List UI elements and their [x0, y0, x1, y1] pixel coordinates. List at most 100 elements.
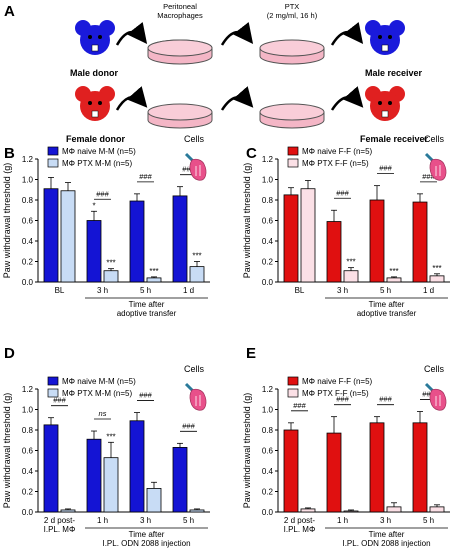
legend-swatch: [287, 388, 299, 398]
panel-e: E 0.0 0.2 0.4 0.6 0.8 1.0 1.2 Paw withdrawal thr…: [242, 345, 450, 548]
significance-label: ***: [149, 267, 158, 276]
comparison-label: ###: [182, 165, 195, 174]
x-tick-label-line: 3 h: [140, 516, 151, 525]
male-receiver-mouse-icon: [365, 20, 405, 55]
y-tick-label: 0.2: [22, 258, 34, 267]
significance-label: ***: [346, 258, 355, 267]
comparison-label: ns: [99, 409, 107, 418]
comparison-label: ###: [293, 401, 306, 410]
x-tick-label-line: 5 h: [183, 516, 194, 525]
petri-dish-icon: [147, 103, 213, 129]
arrow-icon: [115, 86, 148, 111]
x-tick-label: 1 h: [97, 516, 108, 525]
x-axis-label: adoptive transfer: [117, 309, 177, 318]
female-receiver-mouse-icon: [365, 86, 405, 121]
panel-a: A Male donor Peritoneal Macrophages PTX (2…: [4, 2, 429, 144]
x-tick-label: 3 h: [97, 286, 108, 295]
x-tick-label: 2 d post-I.PL. MΦ: [284, 516, 316, 534]
x-tick-label-line: I.PL. MΦ: [284, 525, 316, 534]
x-tick-label-line: BL: [55, 286, 65, 295]
legend-label: MΦ PTX M-M (n=5): [62, 389, 133, 398]
x-tick-label-line: 5 h: [380, 286, 391, 295]
bar: [300, 508, 316, 513]
comparison-label: ###: [336, 395, 349, 404]
bar: [326, 221, 342, 283]
x-tick-label-line: 3 h: [337, 286, 348, 295]
paw-shape: [189, 388, 207, 411]
x-axis-label: I.PL. ODN 2088 injection: [102, 539, 190, 548]
cells-syringe-icon: [184, 152, 207, 181]
male-donor-label: Male donor: [70, 68, 118, 78]
y-tick-label: 1.0: [22, 406, 34, 415]
x-tick-label: 1 d: [423, 286, 434, 295]
x-tick-label: 2 d post-I.PL. MΦ: [44, 516, 76, 534]
male-donor-mouse-icon: [75, 20, 115, 55]
panel-letter: B: [4, 145, 15, 162]
x-tick-label-line: 5 h: [140, 286, 151, 295]
arrow-icon: [220, 86, 254, 111]
y-axis-label: Paw withdrawal threshold (g): [242, 163, 252, 279]
x-tick-label: 1 d: [183, 286, 194, 295]
x-axis-label: Time after: [129, 530, 165, 539]
bar: [386, 506, 402, 513]
arrow-icon: [330, 22, 364, 46]
y-tick-label: 1.2: [22, 155, 34, 164]
x-tick-label: 3 h: [337, 286, 348, 295]
bar: [412, 201, 428, 283]
male-receiver-label: Male receiver: [365, 68, 423, 78]
y-tick-label: 0.4: [262, 467, 274, 476]
y-tick-label: 0.6: [22, 217, 34, 226]
comparison-label: ###: [379, 164, 392, 173]
significance-label: ***: [106, 259, 115, 268]
legend-label: MΦ PTX M-M (n=5): [62, 159, 133, 168]
y-tick-label: 0.8: [262, 196, 274, 205]
bar: [283, 194, 299, 283]
bar: [189, 509, 205, 513]
significance-label: ***: [389, 267, 398, 276]
y-tick-label: 0.6: [262, 447, 274, 456]
x-axis-label: I.PL. ODN 2088 injection: [342, 539, 430, 548]
legend-swatch: [287, 146, 299, 156]
y-tick-label: 0.6: [22, 447, 34, 456]
y-axis-label: Paw withdrawal threshold (g): [2, 163, 12, 279]
legend-swatch: [47, 146, 59, 156]
legend-swatch: [47, 376, 59, 386]
y-tick-label: 1.0: [262, 176, 274, 185]
x-tick-label: 5 h: [380, 286, 391, 295]
y-tick-label: 0.4: [22, 237, 34, 246]
petri-dish-icon: [259, 39, 325, 65]
bar: [60, 190, 76, 283]
y-axis-label: Paw withdrawal threshold (g): [242, 393, 252, 509]
bar: [43, 188, 59, 283]
x-tick-label-line: 2 d post-: [44, 516, 75, 525]
y-tick-label: 0.2: [262, 258, 274, 267]
bar: [86, 438, 102, 513]
y-tick-label: 1.0: [262, 406, 274, 415]
significance-label: ***: [106, 432, 115, 441]
legend-label: MΦ PTX F-F (n=5): [302, 389, 369, 398]
y-tick-label: 0.2: [262, 488, 274, 497]
panel-letter: C: [246, 145, 257, 162]
bar: [429, 275, 445, 283]
comparison-label: ###: [379, 395, 392, 404]
y-tick-label: 0.0: [22, 278, 34, 287]
y-tick-label: 0.0: [262, 278, 274, 287]
y-axis-label: Paw withdrawal threshold (g): [2, 393, 12, 509]
comparison-label: ###: [139, 172, 152, 181]
x-tick-label: 1 h: [337, 516, 348, 525]
x-tick-label-line: 1 d: [183, 286, 194, 295]
legend-swatch: [47, 388, 59, 398]
bar: [86, 220, 102, 283]
panel-letter: E: [246, 345, 256, 362]
cells-syringe-icon: [424, 152, 447, 181]
comparison-label: ###: [336, 188, 349, 197]
bar: [326, 432, 342, 513]
bar: [283, 429, 299, 513]
y-tick-label: 0.4: [262, 237, 274, 246]
bar: [412, 422, 428, 513]
bar: [146, 488, 162, 513]
comparison-label: ###: [53, 396, 66, 405]
x-tick-label: 5 h: [423, 516, 434, 525]
panel-letter: D: [4, 345, 15, 362]
panel-c: C 0.0 0.2 0.4 0.6 0.8 1.0 1.2 Paw withdrawal thr…: [242, 134, 450, 318]
